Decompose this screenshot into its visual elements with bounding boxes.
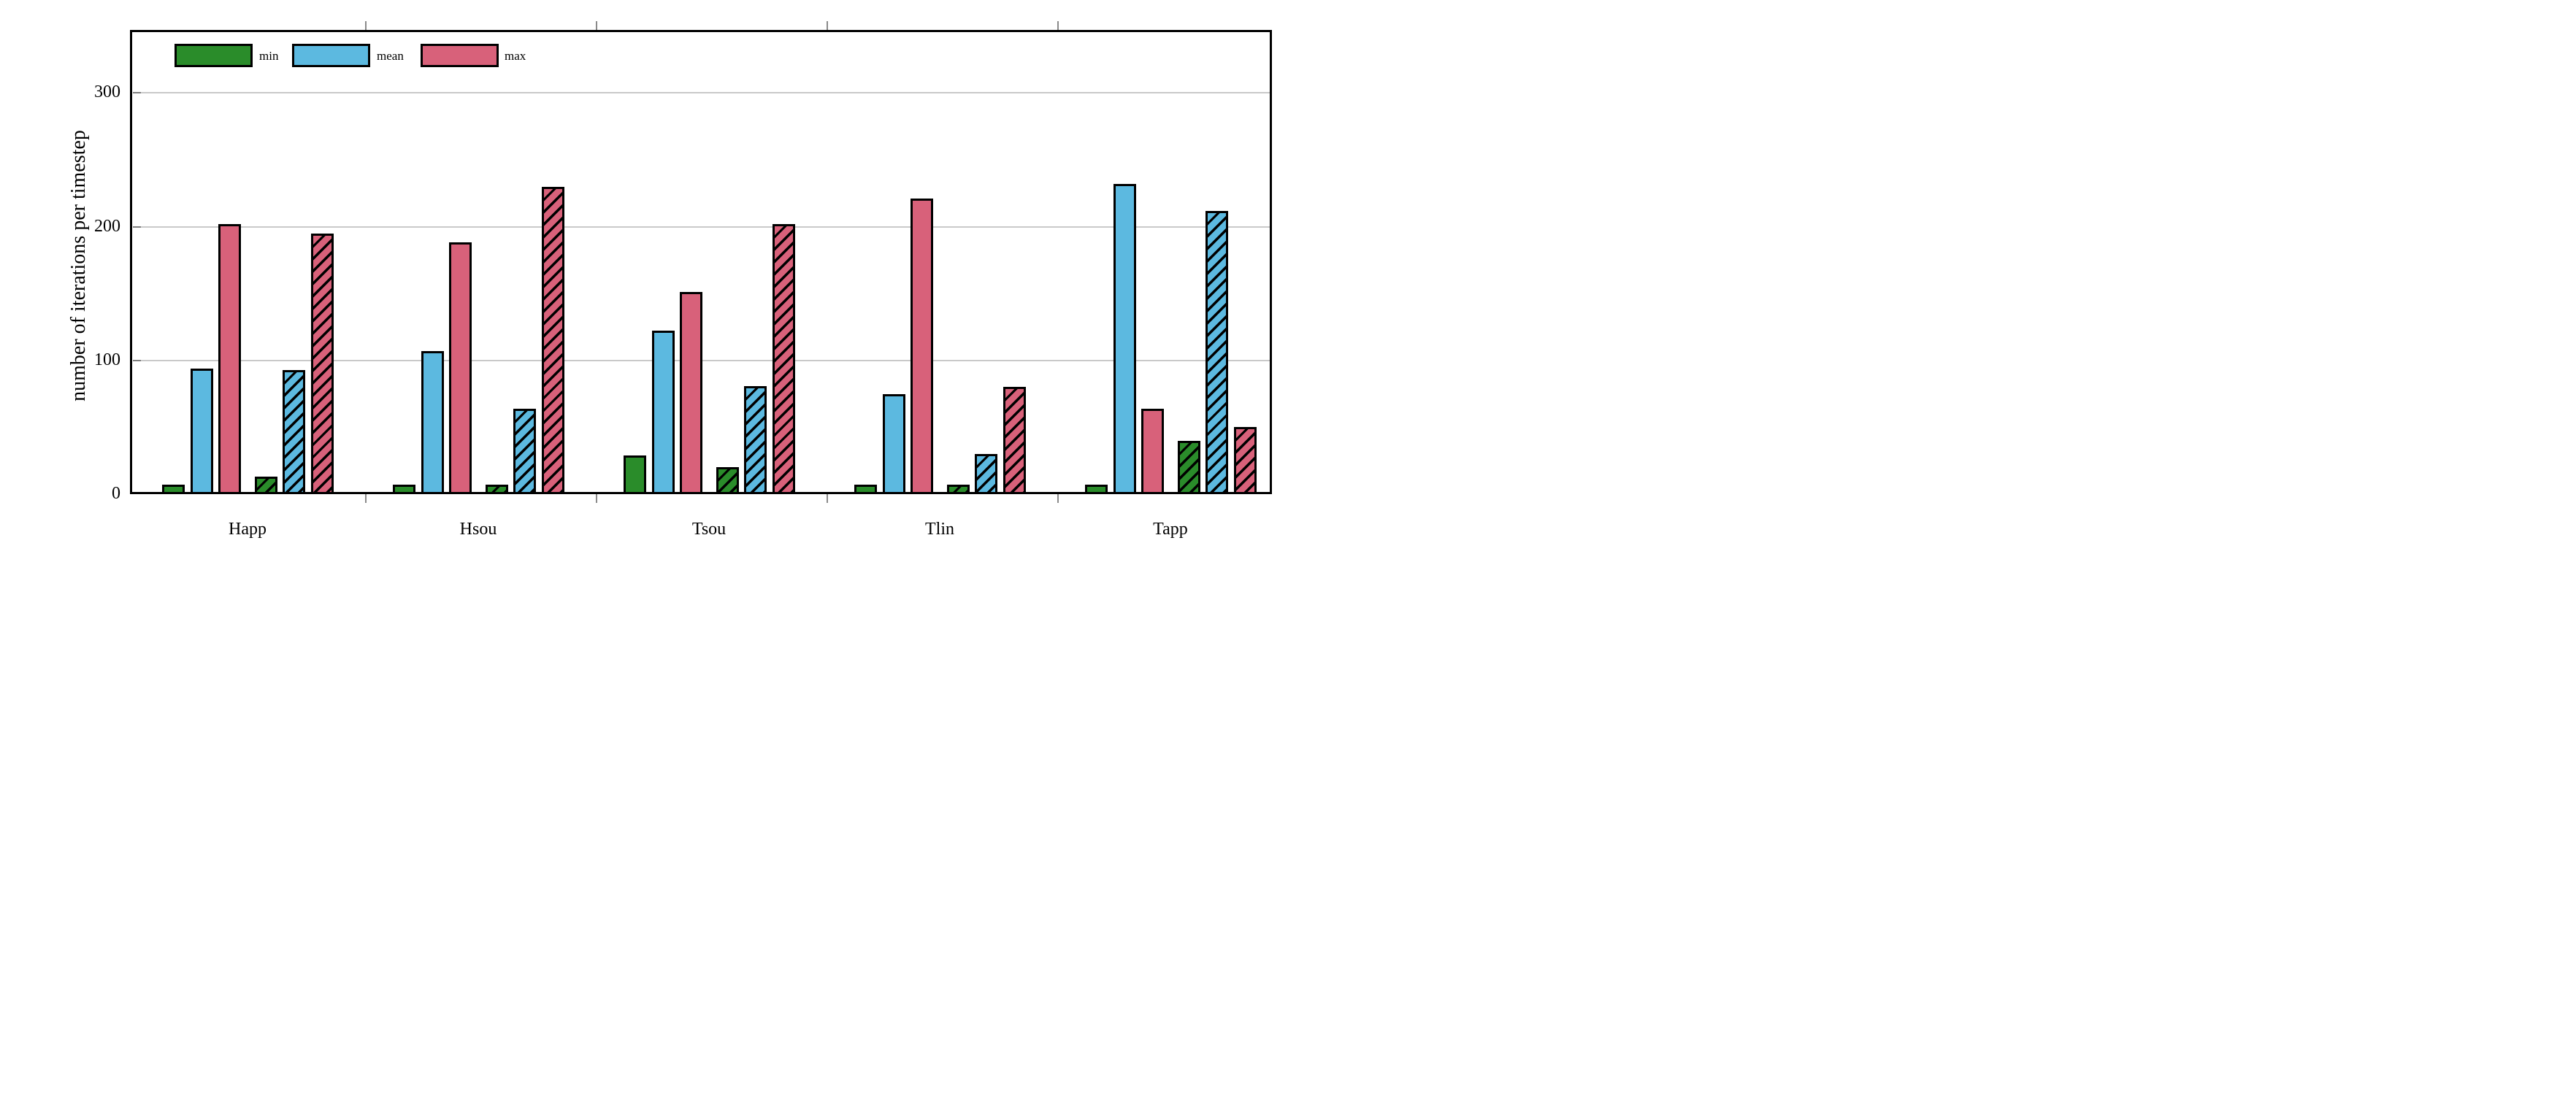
legend-label-min: min <box>259 49 279 63</box>
bar-Hsou-solid-min <box>393 485 415 494</box>
x-category-label-tsou: Tsou <box>691 520 727 539</box>
bar-Hsou-hatched-max <box>541 186 564 494</box>
group-separator-tick-top <box>596 21 597 30</box>
legend-label-mean: mean <box>377 49 404 63</box>
y-tick-mark-200 <box>132 226 141 228</box>
bar-Tsou-hatched-max <box>772 223 795 494</box>
bar-Tapp-hatched-mean <box>1205 210 1228 494</box>
y-axis-title: number of iterations per timestep <box>67 130 90 401</box>
group-separator-tick-top <box>1057 21 1059 30</box>
bar-Happ-hatched-min <box>254 477 277 494</box>
bar-Tlin-hatched-mean <box>975 454 997 494</box>
y-tick-label-100: 100 <box>94 350 120 369</box>
y-tick-mark-300 <box>132 92 141 94</box>
x-category-label-happ: Happ <box>229 520 267 539</box>
legend-label-max: max <box>505 49 526 63</box>
bar-Hsou-solid-max <box>449 242 472 494</box>
bar-Tapp-solid-max <box>1141 408 1164 494</box>
x-category-label-tapp: Tapp <box>1153 520 1188 539</box>
group-separator-tick-bottom <box>1057 494 1059 503</box>
bar-Tapp-hatched-min <box>1177 440 1200 494</box>
legend-swatch-mean <box>292 44 370 67</box>
bar-Tlin-solid-mean <box>882 393 905 494</box>
bar-Hsou-hatched-min <box>485 485 508 494</box>
group-separator-tick-bottom <box>596 494 597 503</box>
bar-Tsou-solid-max <box>680 292 702 494</box>
y-tick-mark-100 <box>132 359 141 361</box>
group-separator-tick-bottom <box>365 494 367 503</box>
y-tick-label-0: 0 <box>112 484 120 503</box>
x-category-label-hsou: Hsou <box>459 520 497 539</box>
bar-Happ-hatched-mean <box>283 369 305 494</box>
bar-Tapp-solid-mean <box>1113 183 1136 494</box>
group-separator-tick-bottom <box>827 494 828 503</box>
bar-Hsou-hatched-mean <box>513 408 536 494</box>
bar-Happ-solid-min <box>162 485 185 494</box>
bar-Tlin-solid-max <box>911 199 933 494</box>
bar-Tsou-hatched-min <box>716 467 739 494</box>
y-tick-label-300: 300 <box>94 82 120 102</box>
bar-Happ-solid-mean <box>190 368 213 494</box>
bar-Tsou-solid-mean <box>651 331 675 494</box>
legend-swatch-max <box>421 44 499 67</box>
bar-Tsou-hatched-mean <box>744 385 767 494</box>
bar-Tsou-solid-min <box>624 455 646 494</box>
legend-swatch-min <box>175 44 253 67</box>
bar-Tlin-solid-min <box>854 485 877 494</box>
bar-Happ-hatched-max <box>310 233 334 494</box>
bar-Happ-solid-max <box>218 223 241 494</box>
bar-Hsou-solid-mean <box>421 350 444 494</box>
gridline-y200 <box>132 226 1270 228</box>
bar-Tapp-solid-min <box>1085 485 1108 494</box>
bar-chart: number of iterations per timestep 0 100 20… <box>0 0 1288 554</box>
group-separator-tick-top <box>827 21 828 30</box>
gridline-y300 <box>132 92 1270 94</box>
bar-Tlin-hatched-min <box>946 485 970 494</box>
x-category-label-tlin: Tlin <box>925 520 954 539</box>
group-separator-tick-top <box>365 21 367 30</box>
bar-Tlin-hatched-max <box>1003 387 1026 494</box>
bar-Tapp-hatched-max <box>1233 427 1257 494</box>
y-tick-label-200: 200 <box>94 216 120 236</box>
